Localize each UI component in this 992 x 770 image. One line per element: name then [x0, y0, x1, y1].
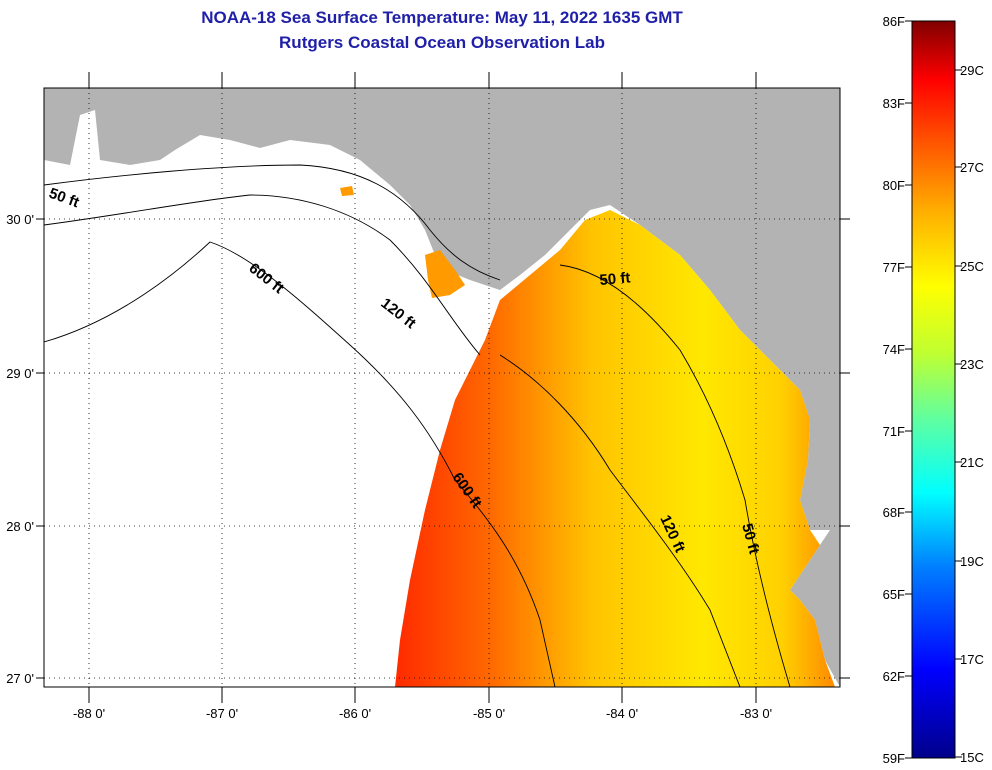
colorbar-f-label: 62F: [883, 669, 905, 684]
contour-50ft-east: [559, 264, 791, 687]
map-ticks: [36, 72, 850, 703]
colorbar-c-label: 25C: [960, 259, 984, 274]
colorbar-c-label: 17C: [960, 652, 984, 667]
colorbar-c-label: 27C: [960, 160, 984, 175]
lon-tick-label: -87 0': [206, 706, 238, 721]
map-subtitle: Rutgers Coastal Ocean Observation Lab: [279, 33, 605, 52]
sst-patch: [340, 186, 354, 196]
colorbar-f-label: 80F: [883, 178, 905, 193]
lon-tick-label: -85 0': [473, 706, 505, 721]
map-frame: [43, 87, 841, 688]
sst-field: [395, 210, 835, 687]
map-area: 50 ft 600 ft 120 ft 50 ft 600 ft 120 ft …: [44, 88, 840, 687]
colorbar-f-label: 77F: [883, 260, 905, 275]
color-bar: [911, 20, 956, 759]
contour-120ft-east: [499, 354, 741, 687]
lon-tick-label: -84 0': [606, 706, 638, 721]
depth-label: 50 ft: [599, 269, 631, 289]
colorbar-f-label: 68F: [883, 505, 905, 520]
colorbar-f-label: 83F: [883, 96, 905, 111]
colorbar-f-label: 59F: [883, 751, 905, 766]
lon-tick-label: -83 0': [740, 706, 772, 721]
colorbar-c-label: 19C: [960, 554, 984, 569]
lat-tick-label: 30 0': [6, 212, 34, 227]
colorbar-f-label: 74F: [883, 342, 905, 357]
sst-patch: [425, 250, 465, 298]
lat-tick-label: 28 0': [6, 519, 34, 534]
contour-50ft: [44, 164, 501, 281]
colorbar-f-label: 71F: [883, 424, 905, 439]
contour-600ft: [44, 241, 556, 687]
map-title: NOAA-18 Sea Surface Temperature: May 11,…: [201, 8, 683, 27]
land-mass: [44, 88, 840, 687]
colorbar-c-label: 15C: [960, 750, 984, 765]
colorbar-c-label: 29C: [960, 63, 984, 78]
lon-tick-label: -86 0': [339, 706, 371, 721]
colorbar-f-label: 65F: [883, 587, 905, 602]
colorbar-f-label: 86F: [883, 14, 905, 29]
colorbar-c-label: 23C: [960, 357, 984, 372]
colorbar-c-label: 21C: [960, 455, 984, 470]
contour-120ft: [44, 194, 481, 356]
lat-tick-label: 27 0': [6, 671, 34, 686]
lat-tick-label: 29 0': [6, 366, 34, 381]
colorbar-ticks: [905, 20, 962, 759]
lon-tick-label: -88 0': [73, 706, 105, 721]
